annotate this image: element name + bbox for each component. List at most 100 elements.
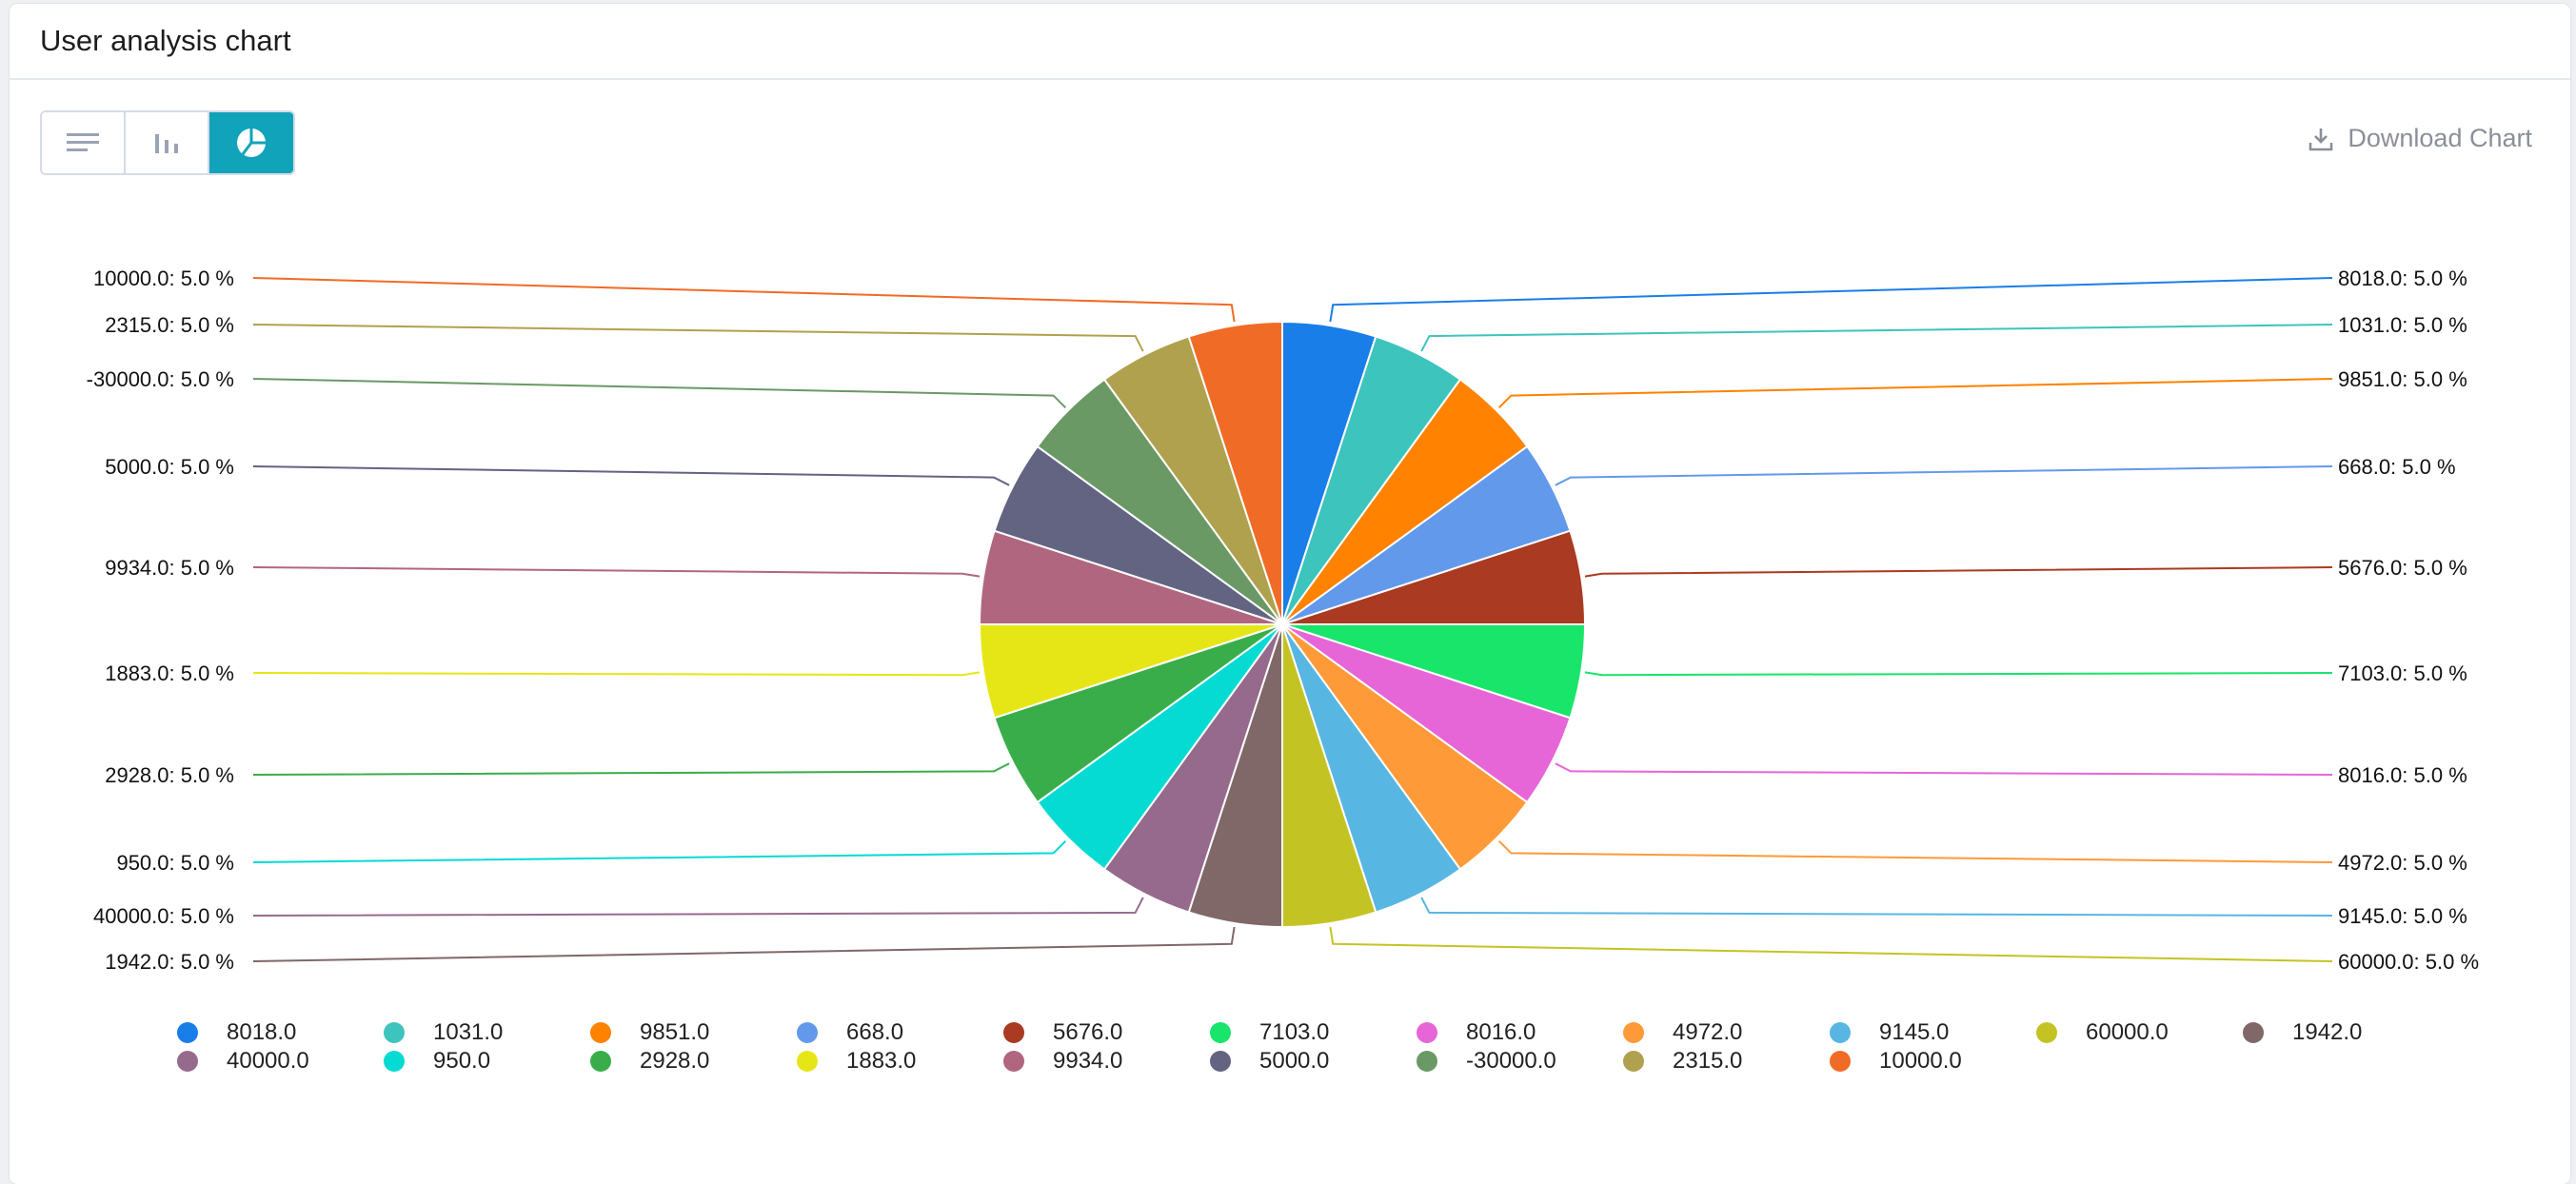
legend-item[interactable]: 8018.0: [177, 1018, 384, 1047]
chart-card: User analysis chart: [10, 4, 2570, 1184]
list-icon: [67, 133, 99, 151]
data-label: 8016.0: 5.0 %: [2338, 763, 2467, 787]
legend-item[interactable]: 9934.0: [1003, 1047, 1210, 1075]
data-label: 5676.0: 5.0 %: [2338, 556, 2467, 580]
pie-slice[interactable]: [1187, 320, 1283, 625]
legend-item[interactable]: 9145.0: [1830, 1018, 2036, 1047]
download-icon: [2309, 128, 2333, 150]
data-label: 7103.0: 5.0 %: [2338, 661, 2467, 685]
data-label: 1031.0: 5.0 %: [2338, 313, 2467, 337]
download-chart-label: Download Chart: [2348, 124, 2532, 152]
legend-label: 5000.0: [1259, 1048, 1330, 1074]
legend-item[interactable]: 4972.0: [1623, 1018, 1830, 1047]
legend-swatch: [384, 1022, 405, 1043]
list-view-button[interactable]: [42, 112, 126, 173]
legend-label: 9934.0: [1053, 1048, 1123, 1074]
legend-item[interactable]: 2928.0: [590, 1047, 797, 1075]
data-label: 2315.0: 5.0 %: [105, 313, 234, 337]
legend-item[interactable]: 950.0: [384, 1047, 590, 1075]
legend-label: 5676.0: [1053, 1019, 1123, 1045]
legend-item[interactable]: 10000.0: [1830, 1047, 2036, 1075]
leader-line: [1584, 566, 2333, 578]
legend-label: 9145.0: [1879, 1019, 1950, 1045]
leader-line: [1329, 926, 2333, 962]
legend-swatch: [797, 1051, 818, 1072]
legend-swatch: [1623, 1051, 1644, 1072]
legend-item[interactable]: 7103.0: [1210, 1018, 1417, 1047]
leader-line: [252, 324, 1144, 352]
leader-line: [1497, 378, 2333, 409]
data-label: 5000.0: 5.0 %: [105, 455, 234, 479]
data-label: 9145.0: 5.0 %: [2338, 904, 2467, 928]
legend-item[interactable]: 5676.0: [1003, 1018, 1210, 1047]
legend-label: 10000.0: [1879, 1048, 1962, 1074]
legend-swatch: [1623, 1022, 1644, 1043]
leader-line: [252, 566, 981, 578]
legend-swatch: [1210, 1051, 1231, 1072]
leader-line: [1420, 324, 2333, 352]
leader-line: [252, 926, 1236, 962]
data-label: 10000.0: 5.0 %: [93, 266, 234, 290]
data-label: 40000.0: 5.0 %: [93, 904, 234, 928]
leader-line: [1584, 671, 2333, 677]
legend-swatch: [1417, 1051, 1437, 1072]
leader-line: [252, 762, 1010, 776]
legend-swatch: [384, 1051, 405, 1072]
bar-view-button[interactable]: [126, 112, 209, 173]
data-label: -30000.0: 5.0 %: [87, 367, 234, 391]
legend-item[interactable]: 9851.0: [590, 1018, 797, 1047]
legend-label: 8016.0: [1466, 1019, 1536, 1045]
legend-item[interactable]: 5000.0: [1210, 1047, 1417, 1075]
legend-label: 1942.0: [2292, 1019, 2363, 1045]
leader-line: [1329, 277, 2333, 323]
legend-item[interactable]: 1942.0: [2243, 1018, 2449, 1047]
legend-swatch: [2243, 1022, 2264, 1043]
legend-label: 8018.0: [227, 1019, 297, 1045]
legend-swatch: [797, 1022, 818, 1043]
legend-item[interactable]: -30000.0: [1417, 1047, 1623, 1075]
legend-swatch: [1830, 1051, 1851, 1072]
data-label: 60000.0: 5.0 %: [2338, 950, 2479, 974]
legend-item[interactable]: 40000.0: [177, 1047, 384, 1075]
legend-label: 7103.0: [1259, 1019, 1330, 1045]
leader-line: [1420, 897, 2333, 917]
legend-label: 4972.0: [1673, 1019, 1743, 1045]
data-label: 1883.0: 5.0 %: [105, 661, 234, 685]
legend-swatch: [1210, 1022, 1231, 1043]
data-label: 9934.0: 5.0 %: [105, 556, 234, 580]
pie-chart-icon: [237, 128, 266, 157]
leader-line: [1555, 762, 2333, 776]
leader-line: [252, 897, 1144, 917]
pie-chart: 8018.0: 5.0 % 1031.0: 5.0 % 9851.0: 5.0 % 6…: [87, 266, 2479, 974]
legend-swatch: [177, 1022, 198, 1043]
data-label: 8018.0: 5.0 %: [2338, 266, 2467, 290]
chart-legend: 8018.0 1031.0 9851.0 668.0 5676.0 7103.0 8016.…: [177, 1018, 2462, 1075]
legend-swatch: [1003, 1051, 1024, 1072]
download-chart-button[interactable]: Download Chart: [2308, 124, 2532, 153]
legend-item[interactable]: 1883.0: [797, 1047, 1003, 1075]
legend-item[interactable]: 8016.0: [1417, 1018, 1623, 1047]
leader-line: [252, 839, 1067, 863]
legend-item[interactable]: 1031.0: [384, 1018, 590, 1047]
legend-label: 2928.0: [640, 1048, 710, 1074]
data-label: 950.0: 5.0 %: [116, 851, 234, 875]
legend-swatch: [1417, 1022, 1437, 1043]
legend-item[interactable]: 668.0: [797, 1018, 1003, 1047]
legend-label: 1883.0: [846, 1048, 917, 1074]
bar-chart-icon: [155, 134, 178, 153]
legend-label: 60000.0: [2086, 1019, 2169, 1045]
pie-view-button[interactable]: [209, 112, 293, 173]
legend-swatch: [1830, 1022, 1851, 1043]
legend-label: 950.0: [433, 1048, 491, 1074]
legend-swatch: [590, 1051, 611, 1072]
legend-label: 9851.0: [640, 1019, 710, 1045]
page-title: User analysis chart: [40, 24, 291, 57]
leader-line: [252, 671, 981, 677]
data-label: 9851.0: 5.0 %: [2338, 367, 2467, 391]
legend-swatch: [590, 1022, 611, 1043]
data-label: 4972.0: 5.0 %: [2338, 851, 2467, 875]
leader-line: [252, 277, 1236, 323]
legend-item[interactable]: 60000.0: [2036, 1018, 2243, 1047]
legend-swatch: [177, 1051, 198, 1072]
legend-item[interactable]: 2315.0: [1623, 1047, 1830, 1075]
